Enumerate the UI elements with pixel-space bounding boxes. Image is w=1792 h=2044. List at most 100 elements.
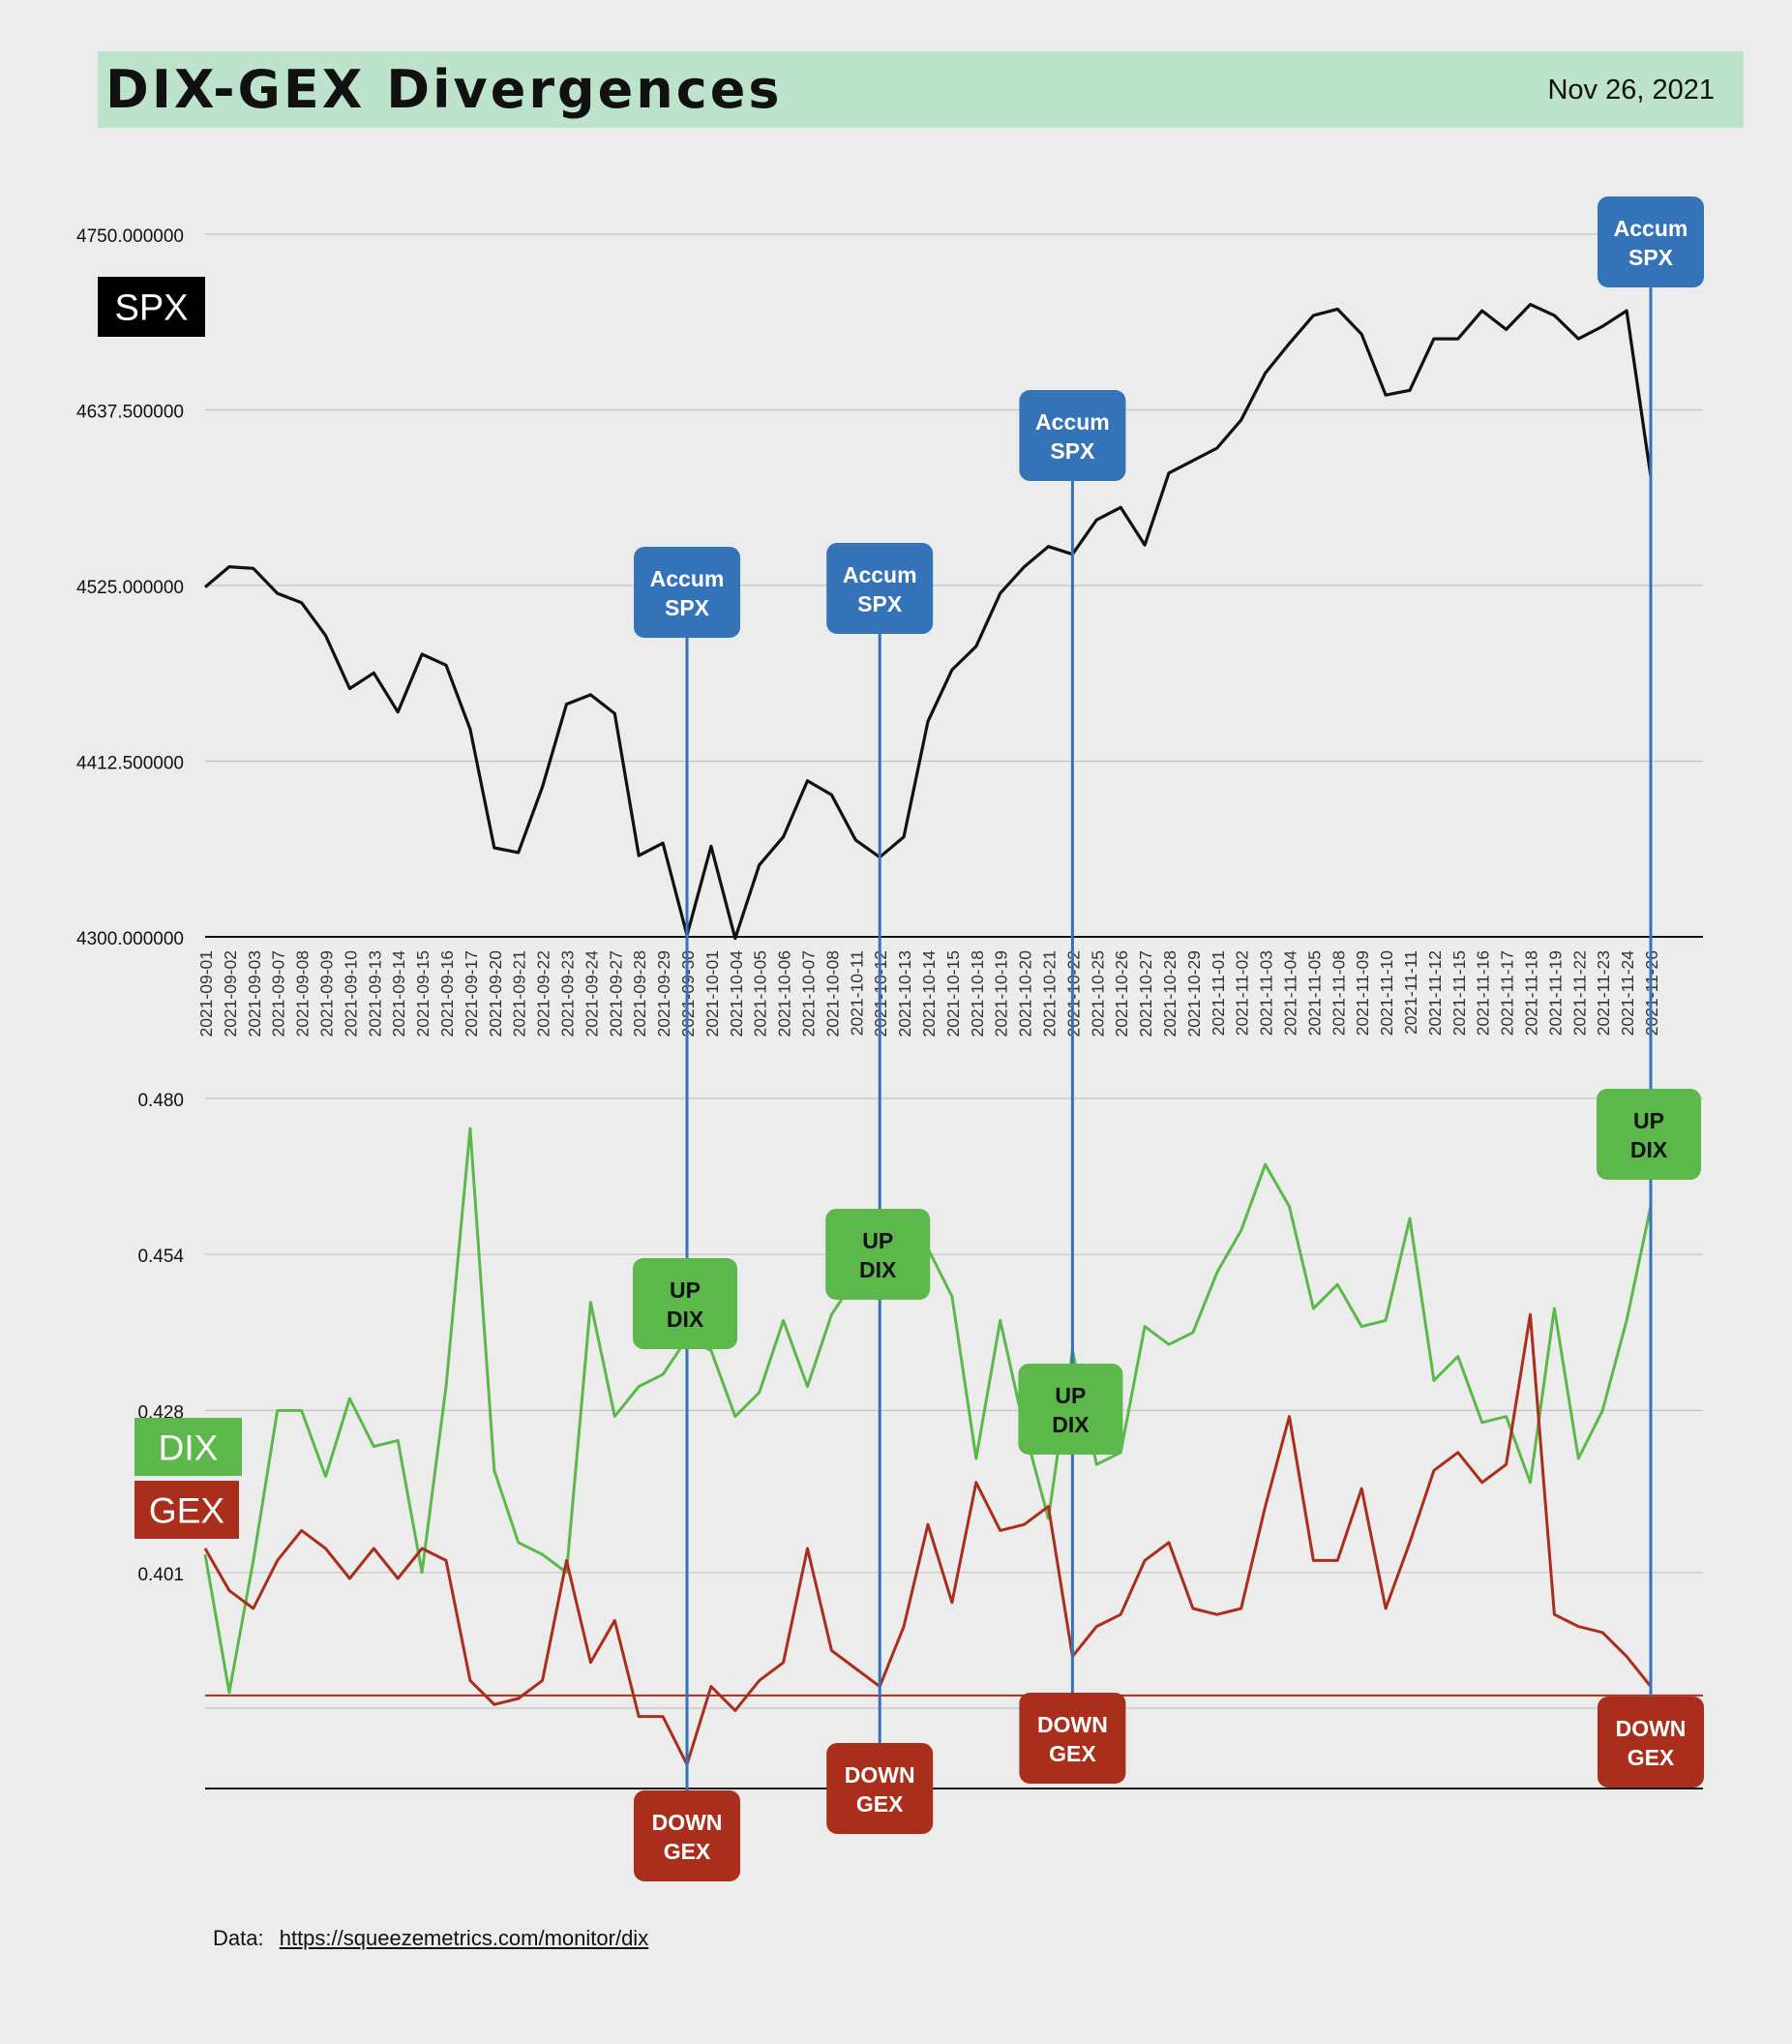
x-tick-label: 2021-10-18 (968, 950, 987, 1037)
up-dix-box-text: DIX (667, 1307, 704, 1332)
x-tick-label: 2021-11-08 (1329, 950, 1348, 1036)
down-gex-box-text: DOWN (1037, 1712, 1108, 1737)
x-tick-label: 2021-09-16 (437, 950, 457, 1037)
x-tick-label: 2021-11-10 (1377, 950, 1396, 1036)
accum-spx-box-text: SPX (857, 591, 903, 616)
dix-gex-y-tick-label: 0.480 (137, 1091, 184, 1111)
x-tick-label: 2021-10-20 (1016, 950, 1035, 1037)
accum-spx-box: Accum SPX (1598, 196, 1704, 287)
down-gex-box: DOWN GEX (1019, 1693, 1126, 1784)
x-tick-label: 2021-11-03 (1257, 950, 1276, 1036)
x-tick-label: 2021-10-29 (1184, 950, 1204, 1037)
gex-series-line (203, 1312, 1653, 1766)
data-source-link[interactable]: https://squeezemetrics.com/monitor/dix (279, 1926, 649, 1950)
up-dix-box-text: DIX (1052, 1412, 1090, 1437)
x-tick-label: 2021-09-10 (341, 950, 360, 1037)
data-source-footer: Data: https://squeezemetrics.com/monitor… (213, 1926, 648, 1951)
x-tick-label: 2021-11-15 (1449, 950, 1469, 1036)
down-gex-box-text: GEX (664, 1839, 711, 1864)
x-tick-label: 2021-11-19 (1545, 950, 1565, 1036)
up-dix-box: UP DIX (633, 1258, 737, 1349)
x-tick-label: 2021-09-14 (389, 950, 408, 1037)
x-tick-label: 2021-11-17 (1498, 950, 1517, 1036)
down-gex-box-text: DOWN (652, 1810, 723, 1835)
x-tick-label: 2021-10-27 (1136, 950, 1155, 1037)
dix-label-box-text: DIX (159, 1428, 219, 1467)
data-source-label: Data: (213, 1926, 264, 1950)
x-tick-label: 2021-10-28 (1160, 950, 1180, 1037)
x-tick-label: 2021-10-07 (799, 950, 819, 1037)
down-gex-box-text: GEX (1049, 1741, 1096, 1766)
down-gex-box-text: DOWN (1616, 1716, 1687, 1741)
spx-y-tick-label: 4637.500000 (76, 403, 184, 423)
spx-y-tick-label: 4525.000000 (76, 578, 184, 598)
x-tick-label: 2021-11-05 (1304, 950, 1324, 1036)
x-tick-label: 2021-10-25 (1088, 950, 1107, 1037)
up-dix-box-text: UP (1055, 1383, 1086, 1408)
x-tick-label: 2021-11-16 (1474, 950, 1493, 1036)
y-axis-tick-labels: 4750.000000 4637.500000 4525.000000 4412.50… (76, 226, 184, 1585)
header-banner: DIX-GEX Divergences Nov 26, 2021 (98, 51, 1744, 128)
x-tick-label: 2021-09-08 (293, 950, 313, 1037)
x-tick-label: 2021-09-03 (245, 950, 264, 1037)
x-tick-label: 2021-10-19 (992, 950, 1011, 1037)
x-tick-label: 2021-10-14 (919, 950, 939, 1037)
down-gex-box: DOWN GEX (1598, 1697, 1704, 1788)
report-date: Nov 26, 2021 (1547, 75, 1715, 105)
x-tick-label: 2021-11-04 (1281, 950, 1300, 1036)
dix-gex-y-tick-label: 0.454 (137, 1247, 184, 1267)
x-tick-label: 2021-10-26 (1112, 950, 1131, 1037)
x-tick-label: 2021-11-24 (1618, 950, 1637, 1036)
down-gex-box-text: GEX (856, 1791, 904, 1817)
x-tick-label: 2021-11-18 (1522, 950, 1541, 1036)
accum-spx-box-text: Accum (1035, 409, 1110, 435)
up-dix-box-text: UP (1633, 1108, 1664, 1133)
x-axis-tick-labels: 2021-09-01 2021-09-02 2021-09-03 2021-09-07… (196, 950, 1661, 1037)
x-tick-label: 2021-11-11 (1401, 950, 1420, 1035)
up-dix-box: UP DIX (825, 1209, 931, 1300)
accum-spx-box-text: Accum (650, 566, 725, 591)
spx-series-line (203, 303, 1653, 941)
spx-label-box-text: SPX (114, 288, 188, 329)
down-gex-box-text: GEX (1628, 1745, 1675, 1770)
up-dix-box-text: UP (862, 1228, 893, 1253)
up-dix-box: UP DIX (1018, 1364, 1123, 1455)
x-tick-label: 2021-09-24 (582, 950, 601, 1037)
accum-spx-box-text: SPX (1050, 438, 1095, 464)
gex-label-box-text: GEX (149, 1490, 224, 1530)
x-tick-label: 2021-09-21 (510, 950, 529, 1037)
x-tick-label: 2021-09-23 (558, 950, 578, 1037)
x-tick-label: 2021-11-02 (1233, 950, 1252, 1036)
x-tick-label: 2021-09-09 (317, 950, 337, 1037)
x-tick-label: 2021-11-23 (1594, 950, 1613, 1036)
spx-y-tick-label: 4300.000000 (76, 929, 184, 949)
down-gex-box-text: DOWN (845, 1762, 915, 1788)
accum-spx-box-text: SPX (1628, 245, 1674, 270)
x-tick-label: 2021-11-22 (1569, 950, 1589, 1036)
x-tick-label: 2021-09-20 (486, 950, 505, 1037)
page-title: DIX-GEX Divergences (105, 59, 783, 120)
gex-label-box: GEX (134, 1481, 239, 1539)
up-dix-box: UP DIX (1597, 1089, 1701, 1180)
down-gex-box: DOWN GEX (634, 1790, 740, 1881)
x-tick-label: 2021-11-09 (1353, 950, 1372, 1036)
x-tick-label: 2021-10-06 (775, 950, 794, 1037)
x-tick-label: 2021-09-01 (196, 950, 216, 1037)
up-dix-box-text: UP (670, 1278, 701, 1303)
accum-spx-box-text: Accum (1614, 216, 1688, 241)
x-tick-label: 2021-10-04 (727, 950, 746, 1037)
x-tick-label: 2021-10-08 (822, 950, 842, 1037)
up-dix-box-text: DIX (859, 1257, 897, 1282)
x-tick-label: 2021-10-11 (847, 950, 866, 1036)
up-dix-box-text: DIX (1630, 1137, 1668, 1162)
accum-spx-box: Accum SPX (826, 543, 934, 634)
spx-y-tick-label: 4412.500000 (76, 754, 184, 774)
grid-lines (205, 233, 1703, 1789)
x-tick-label: 2021-10-01 (702, 950, 722, 1037)
dix-gex-y-tick-label: 0.401 (137, 1565, 184, 1585)
x-tick-label: 2021-09-22 (534, 950, 553, 1037)
x-tick-label: 2021-09-17 (462, 950, 481, 1037)
dix-label-box: DIX (134, 1418, 242, 1476)
spx-y-tick-label: 4750.000000 (76, 226, 184, 247)
accum-spx-box: Accum SPX (1019, 390, 1126, 481)
